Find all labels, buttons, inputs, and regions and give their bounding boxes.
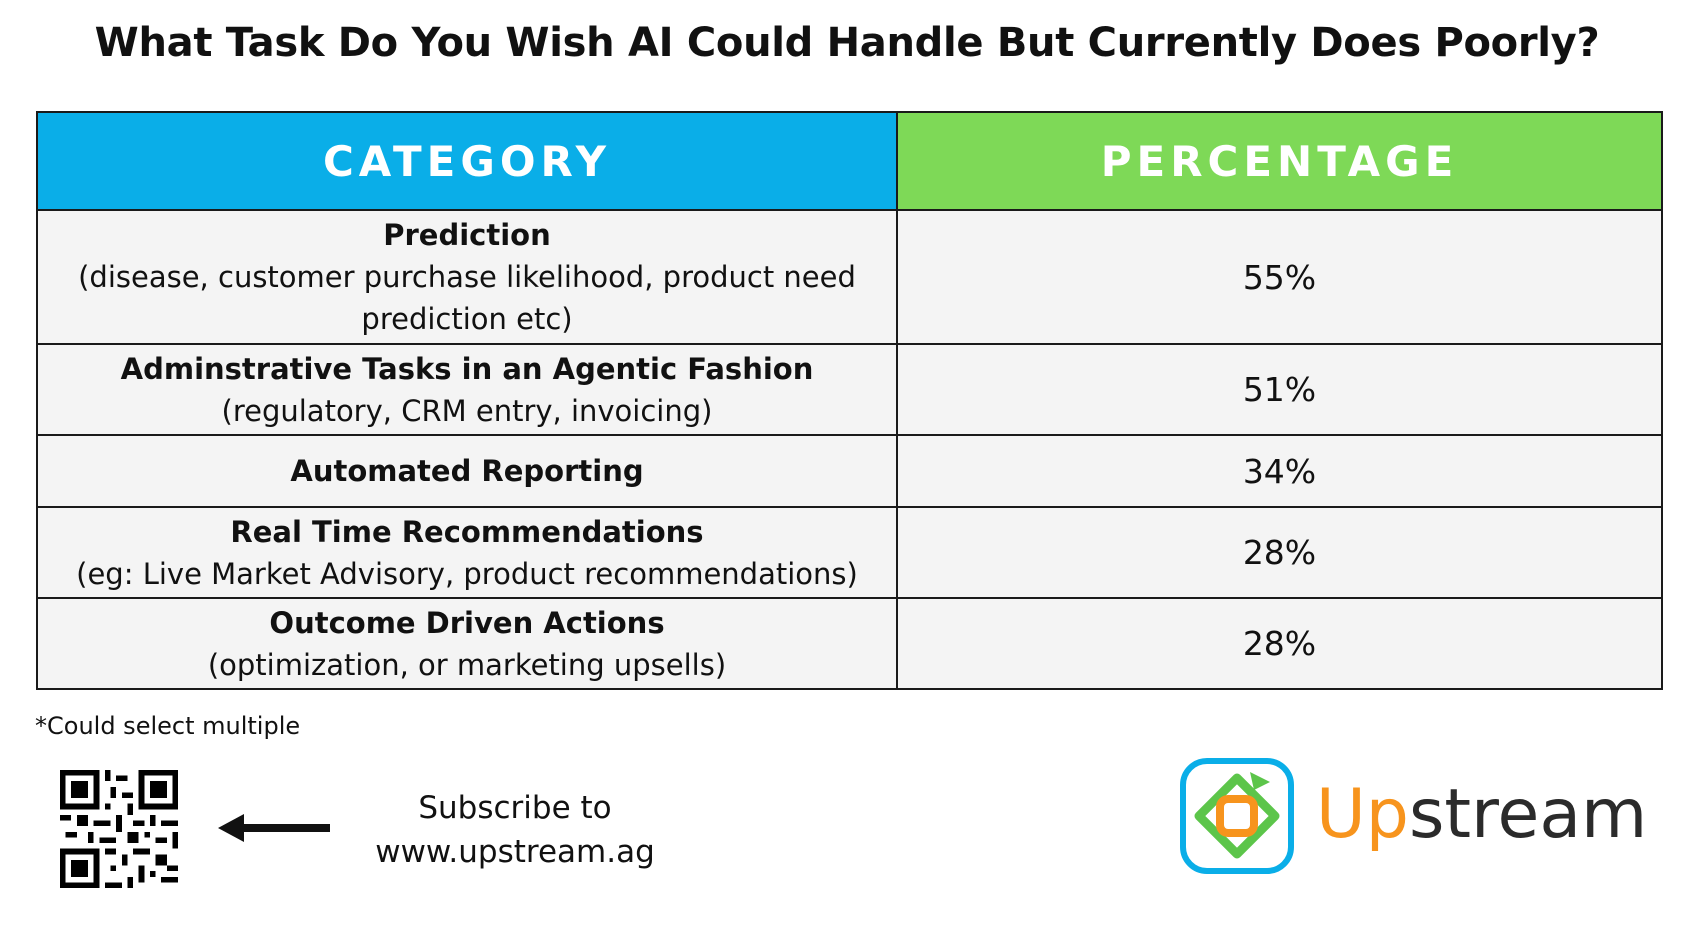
category-cell: Real Time Recommendations (eg: Live Mark…: [36, 506, 898, 599]
logo-text-up: Up: [1316, 775, 1409, 854]
category-description: (eg: Live Market Advisory, product recom…: [76, 556, 858, 591]
percentage-cell: 28%: [896, 597, 1663, 690]
subscribe-label: Subscribe to: [418, 790, 612, 826]
column-header-percentage: PERCENTAGE: [896, 111, 1663, 211]
table-row: Outcome Driven Actions (optimization, or…: [36, 597, 1663, 690]
table-row: Adminstrative Tasks in an Agentic Fashio…: [36, 343, 1663, 436]
column-header-category: CATEGORY: [36, 111, 898, 211]
percentage-cell: 51%: [896, 343, 1663, 436]
subscribe-url[interactable]: www.upstream.ag: [375, 834, 655, 870]
category-description: (regulatory, CRM entry, invoicing): [221, 393, 713, 428]
category-name: Real Time Recommendations: [230, 514, 704, 549]
category-description: (optimization, or marketing upsells): [207, 647, 727, 682]
table-row: Automated Reporting 34%: [36, 434, 1663, 508]
table-row: Prediction (disease, customer purchase l…: [36, 209, 1663, 345]
category-cell: Prediction (disease, customer purchase l…: [36, 209, 898, 345]
category-cell: Automated Reporting: [36, 434, 898, 508]
arrow-left-icon: [218, 814, 330, 842]
category-cell: Adminstrative Tasks in an Agentic Fashio…: [36, 343, 898, 436]
results-table: CATEGORY PERCENTAGE Prediction (disease,…: [36, 111, 1663, 690]
category-name: Outcome Driven Actions: [269, 605, 665, 640]
subscribe-text[interactable]: Subscribe to www.upstream.ag: [350, 786, 680, 874]
table-header-row: CATEGORY PERCENTAGE: [36, 111, 1663, 211]
category-cell: Outcome Driven Actions (optimization, or…: [36, 597, 898, 690]
category-name: Adminstrative Tasks in an Agentic Fashio…: [120, 351, 814, 386]
table-row: Real Time Recommendations (eg: Live Mark…: [36, 506, 1663, 599]
upstream-logo-icon: [1180, 758, 1294, 874]
logo-text-stream: stream: [1408, 775, 1648, 854]
upstream-logo-text: Upstream: [1316, 770, 1647, 860]
footnote: *Could select multiple: [35, 712, 301, 740]
percentage-cell: 28%: [896, 506, 1663, 599]
category-name: Automated Reporting: [290, 454, 644, 488]
percentage-cell: 55%: [896, 209, 1663, 345]
category-description: (disease, customer purchase likelihood, …: [78, 260, 856, 336]
page-title: What Task Do You Wish AI Could Handle Bu…: [94, 20, 1600, 66]
percentage-cell: 34%: [896, 434, 1663, 508]
qr-code-icon[interactable]: [60, 770, 178, 888]
category-name: Prediction: [383, 218, 551, 252]
